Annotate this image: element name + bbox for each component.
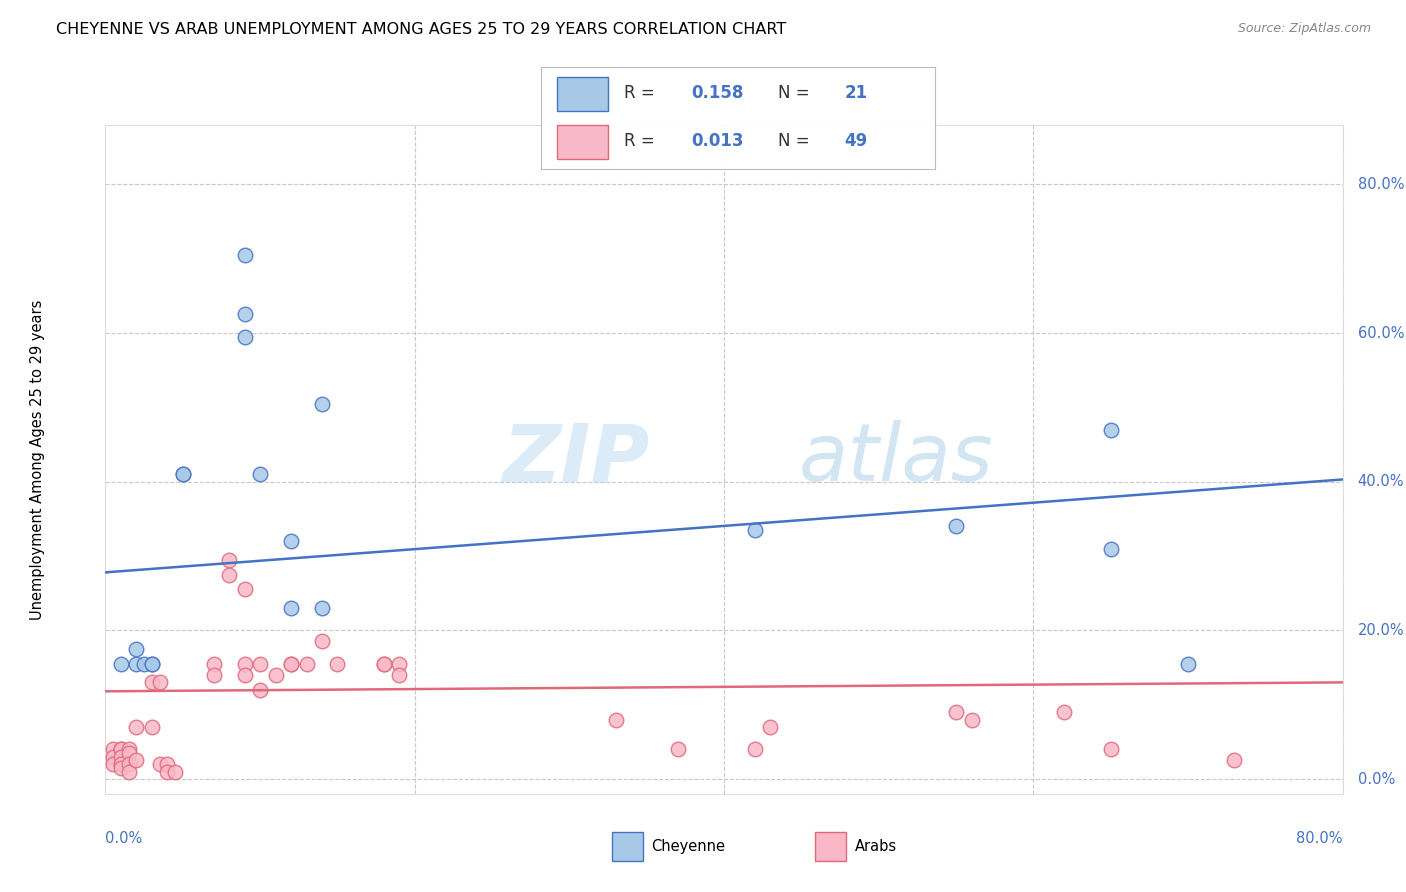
Point <box>125 753 148 767</box>
Text: N =: N = <box>778 132 814 150</box>
Point <box>280 657 302 671</box>
Point <box>233 307 256 321</box>
Point <box>666 742 689 756</box>
Text: 60.0%: 60.0% <box>1358 326 1405 341</box>
Point <box>233 330 256 344</box>
Text: R =: R = <box>624 84 659 102</box>
Text: 0.013: 0.013 <box>690 132 744 150</box>
Point <box>156 764 179 779</box>
Point <box>373 657 395 671</box>
Point <box>233 657 256 671</box>
Point <box>1223 753 1246 767</box>
FancyBboxPatch shape <box>557 126 609 159</box>
Point <box>280 534 302 549</box>
Text: 0.0%: 0.0% <box>105 830 142 846</box>
Point <box>110 757 132 772</box>
Text: 20.0%: 20.0% <box>1358 623 1405 638</box>
Text: 0.0%: 0.0% <box>1358 772 1395 787</box>
Point <box>132 657 156 671</box>
Point <box>110 742 132 756</box>
Text: 40.0%: 40.0% <box>1358 475 1405 489</box>
Point <box>141 657 163 671</box>
Text: Source: ZipAtlas.com: Source: ZipAtlas.com <box>1237 22 1371 36</box>
Point <box>311 634 333 648</box>
Point <box>110 749 132 764</box>
Point <box>156 757 179 772</box>
Text: R =: R = <box>624 132 659 150</box>
Point <box>605 713 627 727</box>
Point <box>1099 541 1122 556</box>
Point <box>163 764 186 779</box>
Point <box>233 582 256 597</box>
Point <box>388 668 411 682</box>
Point <box>118 757 141 772</box>
Point <box>125 642 148 657</box>
Text: N =: N = <box>778 84 814 102</box>
Point <box>1099 423 1122 437</box>
Point <box>264 668 287 682</box>
Point <box>118 742 141 756</box>
Point <box>233 248 256 262</box>
Point <box>110 742 132 756</box>
Point <box>110 657 132 671</box>
Point <box>744 742 766 756</box>
Point <box>172 467 194 482</box>
Point <box>103 757 124 772</box>
Point <box>172 467 194 482</box>
Point <box>149 675 172 690</box>
Point <box>141 675 163 690</box>
FancyBboxPatch shape <box>557 78 609 111</box>
Point <box>759 720 782 734</box>
Point <box>218 567 240 582</box>
Text: Cheyenne: Cheyenne <box>651 839 725 854</box>
Point <box>326 657 349 671</box>
Point <box>960 713 983 727</box>
Point <box>125 657 148 671</box>
Point <box>295 657 318 671</box>
Point <box>249 682 271 697</box>
Point <box>1099 742 1122 756</box>
Point <box>945 705 967 719</box>
Point <box>149 757 172 772</box>
Point <box>110 761 132 775</box>
Point <box>945 519 967 533</box>
Point <box>118 746 141 760</box>
Text: 21: 21 <box>845 84 868 102</box>
Point <box>141 720 163 734</box>
Text: Arabs: Arabs <box>855 839 897 854</box>
Point <box>280 601 302 615</box>
Point <box>202 657 225 671</box>
Point <box>118 764 141 779</box>
Point <box>218 552 240 567</box>
Point <box>1053 705 1076 719</box>
Text: 0.158: 0.158 <box>690 84 744 102</box>
Point <box>249 657 271 671</box>
Point <box>103 749 124 764</box>
Point <box>103 742 124 756</box>
Point <box>388 657 411 671</box>
Text: CHEYENNE VS ARAB UNEMPLOYMENT AMONG AGES 25 TO 29 YEARS CORRELATION CHART: CHEYENNE VS ARAB UNEMPLOYMENT AMONG AGES… <box>56 22 786 37</box>
Point <box>202 668 225 682</box>
Point <box>280 657 302 671</box>
Point <box>311 396 333 410</box>
Text: 49: 49 <box>845 132 868 150</box>
Text: Unemployment Among Ages 25 to 29 years: Unemployment Among Ages 25 to 29 years <box>30 299 45 620</box>
Point <box>373 657 395 671</box>
Point <box>311 601 333 615</box>
Point <box>141 657 163 671</box>
Text: 80.0%: 80.0% <box>1358 177 1405 192</box>
Point <box>1177 657 1199 671</box>
Text: ZIP: ZIP <box>502 420 650 499</box>
Point <box>233 668 256 682</box>
Text: atlas: atlas <box>799 420 993 499</box>
Point <box>125 720 148 734</box>
Point <box>249 467 271 482</box>
Text: 80.0%: 80.0% <box>1296 830 1343 846</box>
Point <box>744 523 766 537</box>
